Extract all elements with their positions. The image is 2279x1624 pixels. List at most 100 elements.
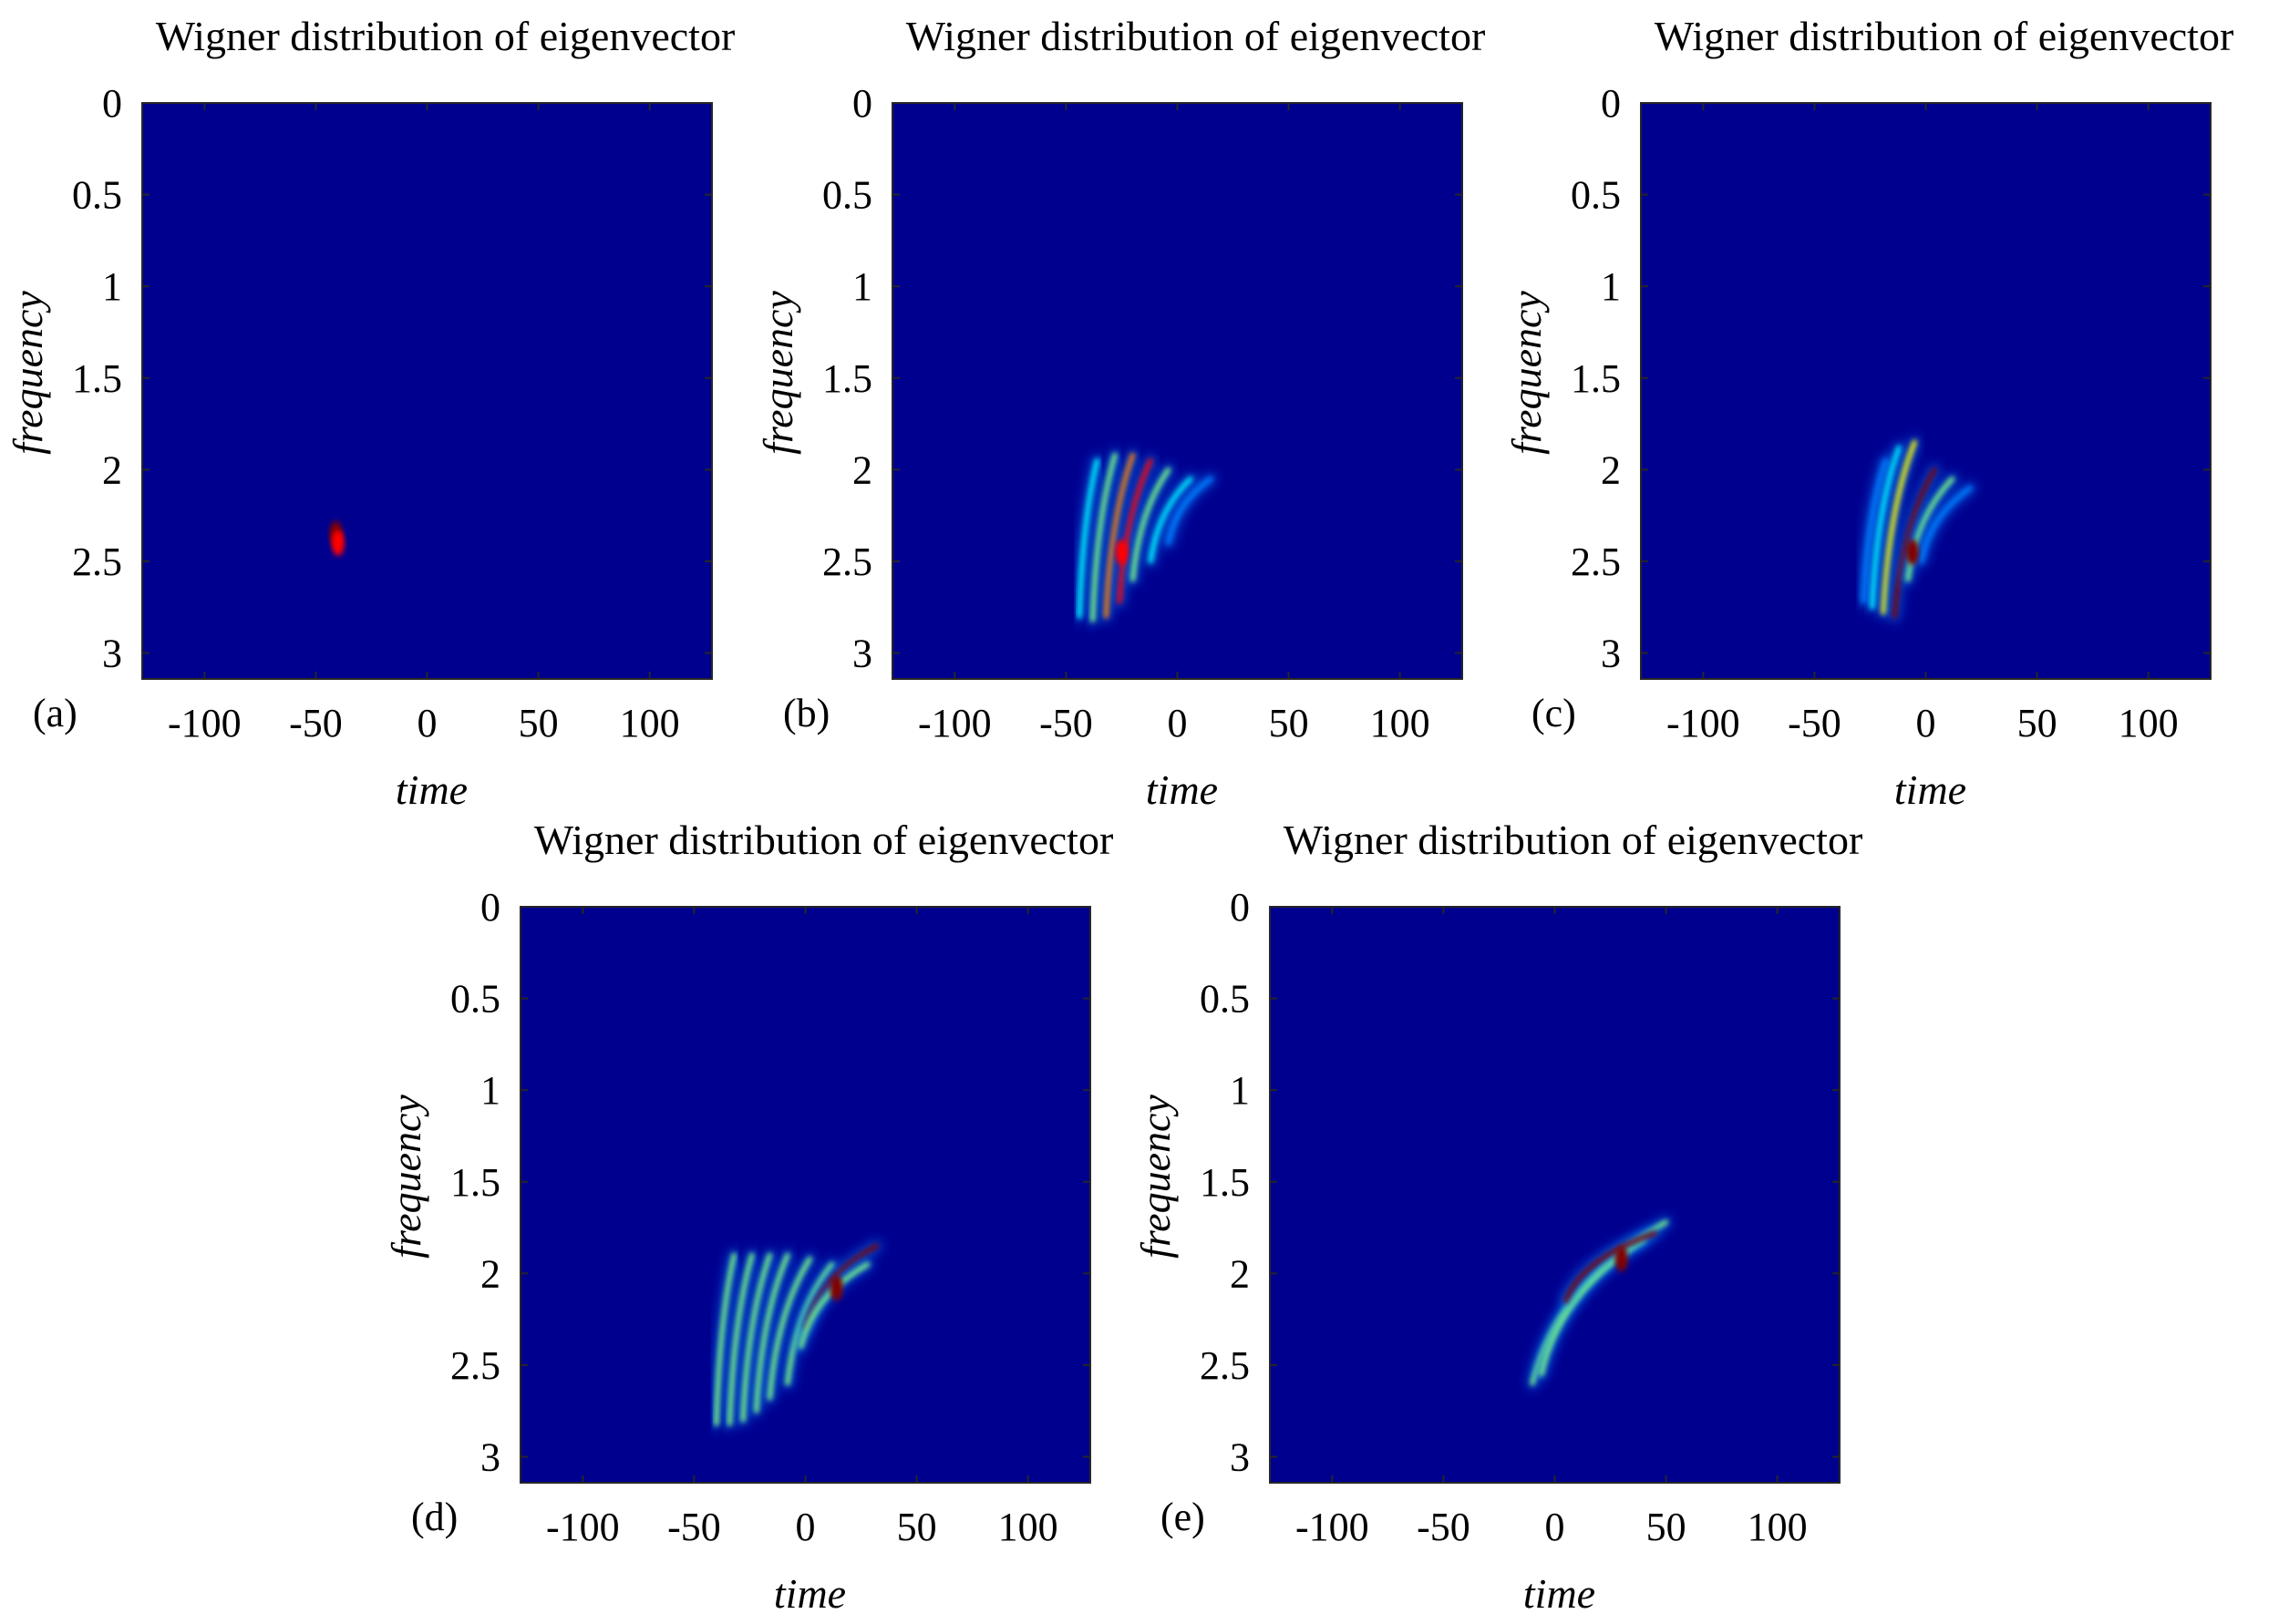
x-tick-label: 100 bbox=[1370, 701, 1430, 745]
y-tick-label: 2.5 bbox=[1200, 1343, 1250, 1388]
x-tick-label: 50 bbox=[897, 1505, 937, 1549]
wigner-arc bbox=[1563, 1230, 1657, 1304]
panel-label: (c) bbox=[1531, 691, 1576, 735]
y-tick-label: 2.5 bbox=[822, 540, 872, 584]
wigner-peak bbox=[331, 529, 345, 556]
y-tick-label: 1.5 bbox=[72, 356, 122, 401]
wigner-arc bbox=[1919, 485, 1973, 564]
wigner-arc bbox=[785, 1261, 835, 1386]
panel-label: (b) bbox=[783, 691, 830, 735]
chart-title: Wigner distribution of eigenvector bbox=[906, 13, 1486, 59]
y-tick-label: 0 bbox=[1601, 81, 1621, 126]
y-tick-label: 2.5 bbox=[450, 1343, 500, 1388]
chart-title: Wigner distribution of eigenvector bbox=[534, 817, 1114, 863]
wigner-features bbox=[1074, 449, 1217, 626]
y-tick-label: 2 bbox=[852, 447, 872, 492]
chart-panel-b: Wigner distribution of eigenvector -100 -5… bbox=[755, 13, 1485, 813]
wigner-peak bbox=[1905, 539, 1919, 565]
x-tick-label: 0 bbox=[418, 701, 438, 745]
wigner-arc bbox=[754, 1252, 790, 1413]
wigner-arc bbox=[1881, 439, 1917, 615]
x-tick-label: 100 bbox=[620, 701, 680, 745]
y-tick-label: 1.5 bbox=[1200, 1160, 1250, 1205]
wigner-arc bbox=[1905, 476, 1955, 582]
y-tick-label: 0.5 bbox=[1571, 173, 1621, 218]
panel-label: (d) bbox=[411, 1495, 458, 1539]
wigner-arc bbox=[1892, 467, 1937, 619]
x-tick-label: -100 bbox=[918, 701, 992, 745]
wigner-peak bbox=[830, 1275, 843, 1301]
y-tick-label: 3 bbox=[480, 1435, 500, 1480]
x-tick-label: -50 bbox=[1788, 701, 1841, 745]
y-tick-label: 1.5 bbox=[450, 1160, 500, 1205]
wigner-arc bbox=[799, 1261, 871, 1350]
wigner-peak bbox=[1115, 539, 1129, 565]
wigner-arc bbox=[1870, 445, 1902, 610]
y-axis-label: frequency bbox=[383, 1095, 429, 1259]
wigner-arc bbox=[1130, 467, 1171, 582]
x-tick-label: 50 bbox=[2017, 701, 2057, 745]
y-tick-label: 0.5 bbox=[450, 977, 500, 1022]
y-tick-label: 0.5 bbox=[72, 173, 122, 218]
plot-area bbox=[1641, 103, 2211, 679]
y-tick-label: 1.5 bbox=[1571, 356, 1621, 401]
x-tick-label: -50 bbox=[1417, 1505, 1470, 1549]
y-axis-label: frequency bbox=[1503, 291, 1550, 455]
x-tick-label: 50 bbox=[1269, 701, 1309, 745]
chart-title: Wigner distribution of eigenvector bbox=[1655, 13, 2234, 59]
x-tick-label: 0 bbox=[1168, 701, 1188, 745]
wigner-features bbox=[325, 443, 389, 635]
y-tick-label: 0.5 bbox=[822, 173, 872, 218]
y-tick-label: 2 bbox=[1601, 447, 1621, 492]
y-tick-label: 3 bbox=[852, 632, 872, 676]
x-tick-label: -100 bbox=[546, 1505, 620, 1549]
y-tick-label: 2.5 bbox=[1571, 540, 1621, 584]
y-axis-label: frequency bbox=[755, 291, 801, 455]
chart-title: Wigner distribution of eigenvector bbox=[1284, 817, 1863, 863]
x-axis-label: time bbox=[1523, 1570, 1595, 1617]
x-tick-label: 0 bbox=[1916, 701, 1936, 745]
x-tick-label: -50 bbox=[667, 1505, 721, 1549]
wigner-arc bbox=[1861, 457, 1889, 604]
wigner-peak bbox=[1614, 1246, 1628, 1272]
x-tick-label: 50 bbox=[1646, 1505, 1686, 1549]
y-tick-label: 1 bbox=[480, 1068, 500, 1113]
y-tick-label: 2.5 bbox=[72, 540, 122, 584]
panel-label: (e) bbox=[1160, 1495, 1205, 1539]
x-axis-label: time bbox=[1894, 766, 1966, 813]
plot-area bbox=[1270, 907, 1840, 1483]
y-tick-label: 0 bbox=[102, 81, 122, 126]
y-tick-label: 1 bbox=[1230, 1068, 1250, 1113]
wigner-arc bbox=[714, 1252, 737, 1426]
x-tick-label: -50 bbox=[1039, 701, 1093, 745]
wigner-arc bbox=[1117, 457, 1153, 604]
wigner-features bbox=[703, 1240, 882, 1434]
y-tick-label: 2 bbox=[480, 1251, 500, 1296]
y-axis-label: frequency bbox=[5, 291, 51, 455]
wigner-arc bbox=[1166, 476, 1213, 546]
x-tick-label: 0 bbox=[796, 1505, 816, 1549]
chart-panel-a: Wigner distribution of eigenvector -100 -5… bbox=[5, 13, 735, 813]
wigner-arc bbox=[1148, 476, 1193, 564]
panel-label: (a) bbox=[33, 691, 77, 735]
y-axis-label: frequency bbox=[1132, 1095, 1179, 1259]
wigner-features bbox=[1450, 1217, 1672, 1424]
y-tick-label: 2 bbox=[1230, 1251, 1250, 1296]
y-tick-label: 3 bbox=[1601, 632, 1621, 676]
wigner-arc bbox=[740, 1252, 772, 1423]
wigner-arc bbox=[767, 1256, 812, 1401]
x-tick-label: 50 bbox=[519, 701, 559, 745]
chart-title: Wigner distribution of eigenvector bbox=[156, 13, 736, 59]
chart-panel-e: Wigner distribution of eigenvector -100 -5… bbox=[1132, 817, 1862, 1617]
x-tick-label: -100 bbox=[168, 701, 242, 745]
x-tick-label: 100 bbox=[998, 1505, 1058, 1549]
wigner-arc bbox=[1103, 452, 1136, 619]
plot-area bbox=[892, 103, 1462, 679]
x-tick-label: -100 bbox=[1295, 1505, 1369, 1549]
y-tick-label: 3 bbox=[1230, 1435, 1250, 1480]
x-tick-label: -100 bbox=[1666, 701, 1740, 745]
chart-panel-d: Wigner distribution of eigenvector -100 -5… bbox=[383, 817, 1113, 1617]
y-tick-label: 2 bbox=[102, 447, 122, 492]
y-tick-label: 1 bbox=[1601, 264, 1621, 309]
